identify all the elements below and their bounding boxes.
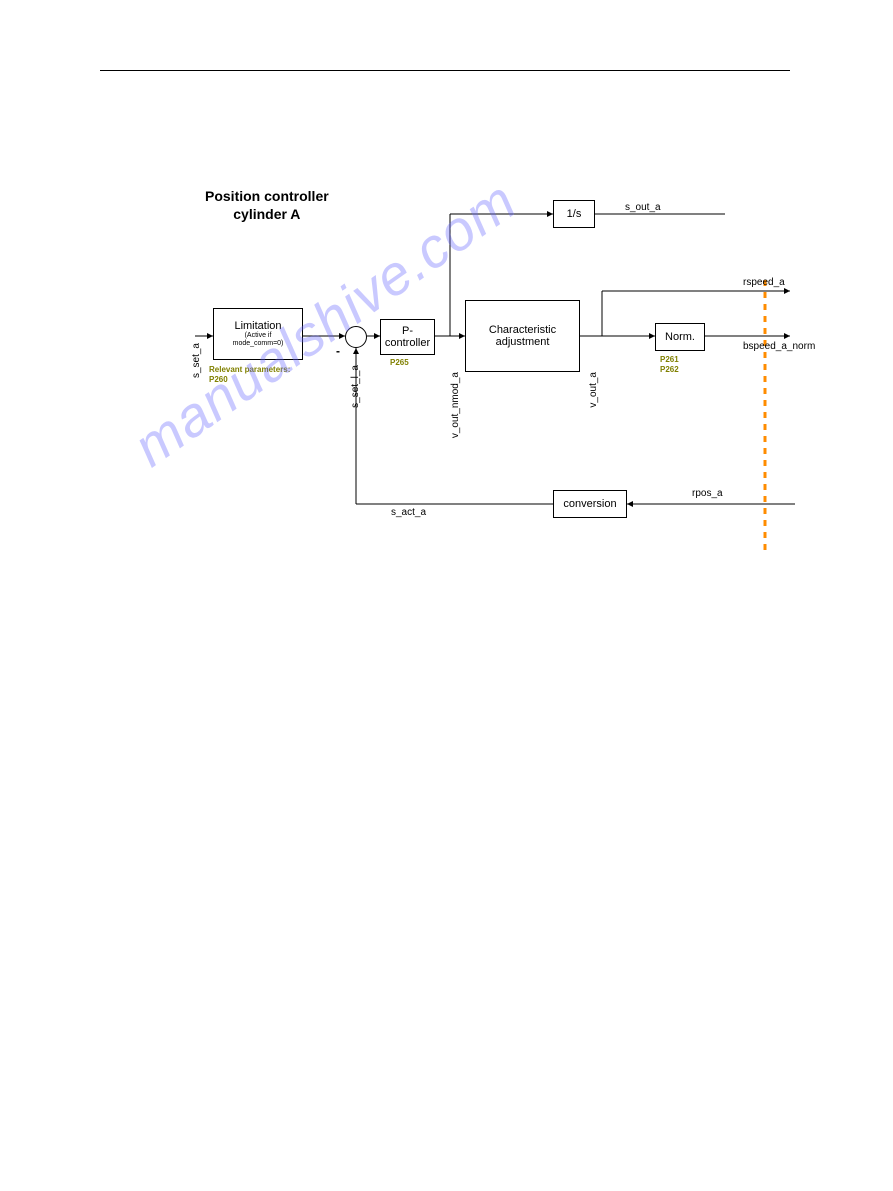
integrator-label: 1/s — [567, 208, 582, 220]
param-label: P265 — [390, 358, 409, 368]
limitation-block: Limitation(Active if mode_comm=0) — [213, 308, 303, 360]
limitation-sublabel: (Active if mode_comm=0) — [233, 332, 284, 347]
param-label: P261 P262 — [660, 355, 679, 374]
block-diagram: Position controller cylinder A Limitatio… — [195, 195, 835, 575]
signal-label: rpos_a — [692, 488, 723, 499]
signal-label: rspeed_a — [743, 277, 785, 288]
signal-label: s_set_a — [191, 343, 202, 378]
signal-label: s_act_a — [391, 507, 426, 518]
sum-minus-sign: - — [336, 344, 340, 358]
integrator-block: 1/s — [553, 200, 595, 228]
horizontal-rule — [100, 70, 790, 71]
norm-label: Norm. — [665, 331, 695, 343]
sum-junction — [345, 326, 367, 348]
signal-label: v_out_a — [588, 372, 599, 408]
limitation-label: Limitation — [234, 320, 281, 332]
conversion-label: conversion — [563, 498, 616, 510]
signal-label: bspeed_a_norm — [743, 341, 815, 352]
param-label: Relevant parameters: P260 — [209, 365, 290, 384]
diagram-connections — [195, 195, 835, 575]
norm-block: Norm. — [655, 323, 705, 351]
signal-label: s_set_l_a — [350, 365, 361, 408]
pctrl-block: P- controller — [380, 319, 435, 355]
char-block: Characteristic adjustment — [465, 300, 580, 372]
conversion-block: conversion — [553, 490, 627, 518]
signal-label: v_out_nmod_a — [450, 372, 461, 438]
diagram-title: Position controller cylinder A — [205, 187, 329, 223]
char-label: Characteristic adjustment — [489, 324, 556, 348]
pctrl-label: P- controller — [385, 325, 430, 349]
signal-label: s_out_a — [625, 202, 661, 213]
